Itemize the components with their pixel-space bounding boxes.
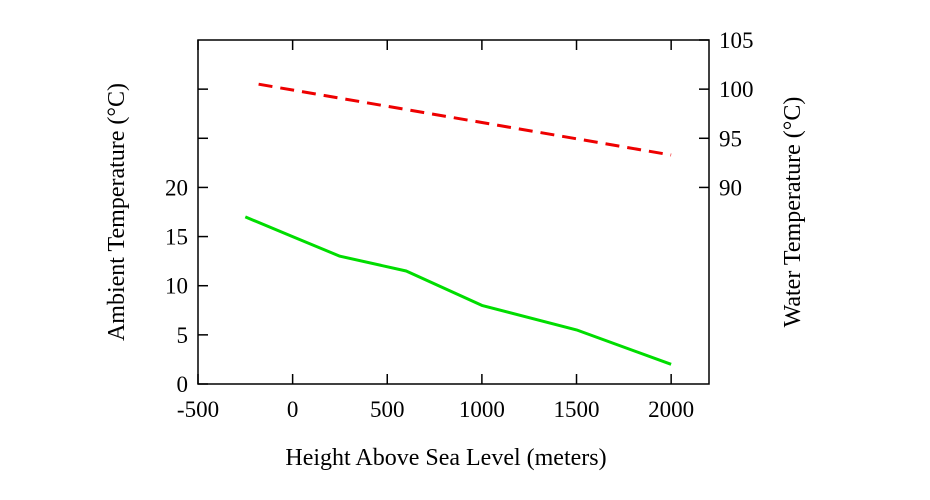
y2-tick-label: 95 [719,126,742,151]
y-axis-title: Ambient Temperature (°C) [104,83,130,341]
series-layer [244,82,672,366]
x-tick-label: 500 [370,397,405,422]
y-tick-label: 10 [165,274,188,299]
x-axis-title: Height Above Sea Level (meters) [285,445,606,471]
x-tick-label: 1000 [459,397,505,422]
x-tick-label: 2000 [648,397,694,422]
y-tick-label: 5 [177,323,189,348]
y2-tick-label: 105 [719,28,754,53]
water-temperature-line [258,82,672,157]
x-tick-label: 1500 [554,397,600,422]
x-tick-label: 0 [287,397,299,422]
y-tick-label: 20 [165,175,188,200]
y2-tick-label: 90 [719,175,742,200]
y2-tick-label: 100 [719,77,754,102]
plot-frame [197,39,710,385]
ticks-layer [197,39,709,385]
y-tick-label: 15 [165,225,188,250]
ambient-temperature-line [244,215,672,366]
y-tick-label: 0 [177,372,189,397]
y2-axis-title: Water Temperature (°C) [780,97,806,328]
x-tick-label: -500 [177,397,219,422]
